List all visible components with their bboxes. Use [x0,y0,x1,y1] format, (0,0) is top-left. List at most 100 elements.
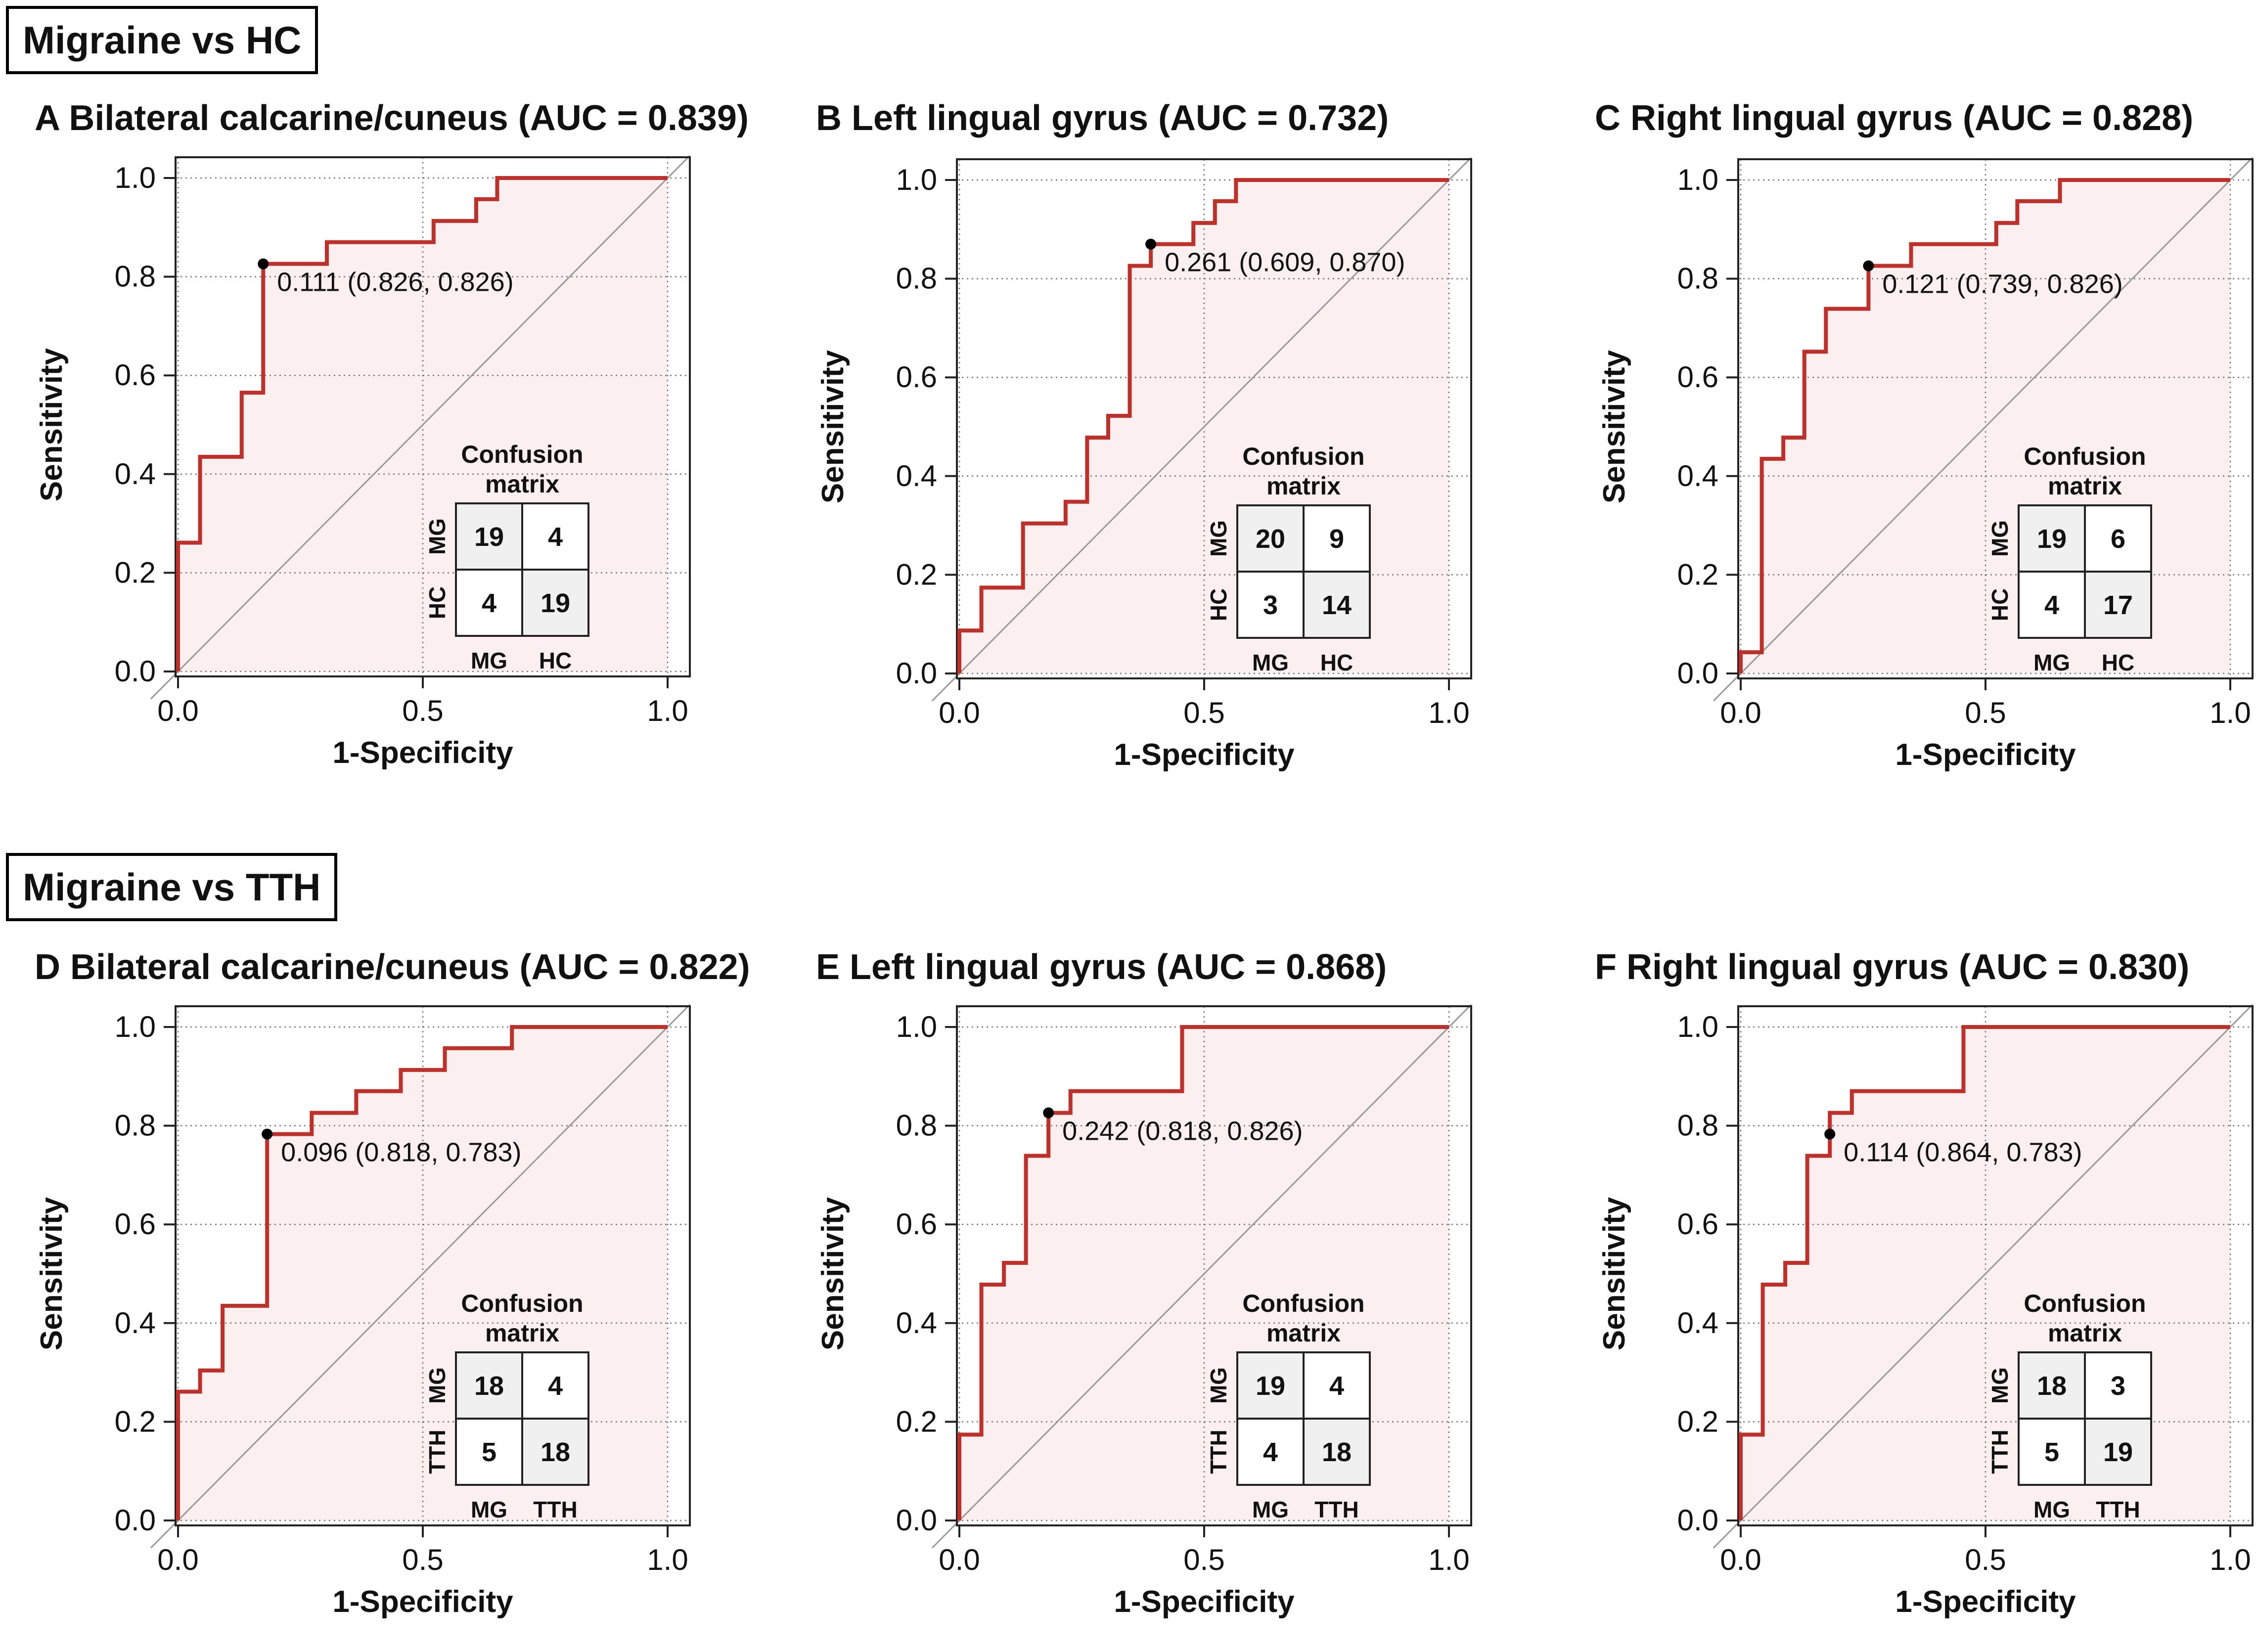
x-tick-label: 1.0 [647,1543,688,1576]
confusion-matrix-cell [1303,571,1371,639]
optimal-cutoff-point [262,1128,273,1140]
confusion-matrix-cell [2018,504,2086,573]
x-tick-label: 0.0 [1720,1543,1761,1576]
confusion-matrix-cell [1236,1351,1305,1420]
optimal-cutoff-point [1824,1128,1836,1140]
confusion-matrix-value: 4 [548,1371,563,1401]
chance-diagonal-line [150,155,691,700]
y-tick-label: 0.8 [1677,262,1718,295]
x-tick-label: 1.0 [1428,1543,1469,1576]
confusion-matrix-title: Confusion [1242,443,1364,470]
y-tick-label: 0.6 [1677,360,1718,394]
confusion-matrix-row-label: MG [424,1367,450,1404]
confusion-matrix-value: 4 [1263,1437,1278,1467]
confusion-matrix-col-label: TTH [533,1497,577,1522]
x-tick-label: 0.5 [1183,696,1224,729]
y-tick-label: 1.0 [115,1010,156,1043]
confusion-matrix-value: 19 [541,588,570,618]
x-tick-label: 0.5 [1965,696,2006,729]
x-tick-label: 0.5 [402,1543,443,1576]
roc-chart-f: 0.114 (0.864, 0.783) 0.0 0.5 1.0 1-Specifici… [1597,1004,2254,1619]
confusion-matrix-value: 3 [2111,1371,2125,1401]
confusion-matrix-cell [455,1418,523,1486]
y-tick-label: 0.2 [1677,558,1718,591]
y-tick-label: 0.2 [896,1405,937,1438]
y-tick-label: 0.8 [115,260,156,293]
chance-diagonal-line [1713,157,2254,702]
y-tick-label: 1.0 [896,163,937,196]
y-tick-label: 1.0 [896,1010,937,1043]
y-tick-label: 0.8 [896,1109,937,1142]
confusion-matrix-cell [2084,1418,2152,1486]
confusion-matrix-title: matrix [2048,472,2122,500]
optimal-cutoff-point [1043,1107,1054,1118]
confusion-matrix-value: 3 [1263,590,1278,620]
confusion-matrix-col-label: TTH [1314,1497,1358,1522]
y-tick-label: 0.4 [896,459,937,492]
confusion-matrix-value: 4 [482,588,496,618]
x-tick-label: 0.0 [939,696,980,729]
confusion-matrix-cell [2018,571,2086,639]
y-tick-label: 0.6 [896,1207,937,1241]
x-axis-label: 1-Specificity [1895,738,2076,772]
y-tick-label: 0.0 [115,1504,156,1537]
x-tick-label: 0.0 [157,694,198,727]
x-tick-label: 0.0 [157,1543,198,1576]
confusion-matrix-col-label: MG [1252,650,1289,675]
y-tick-label: 1.0 [1677,1010,1718,1043]
roc-chart-b: 0.261 (0.609, 0.870) 0.0 0.5 1.0 1-Specifici… [816,157,1472,772]
y-tick-label: 0.0 [1677,1504,1718,1537]
confusion-matrix-row-label: HC [1987,588,2013,621]
confusion-matrix-row-label: MG [1987,520,2013,557]
y-tick-label: 0.4 [896,1306,937,1339]
confusion-matrix-col-label: MG [2033,650,2070,675]
panel-title-d: D Bilateral calcarine/cuneus (AUC = 0.82… [35,947,750,987]
confusion-matrix-cell [521,1418,589,1486]
confusion-matrix-value: 17 [2103,590,2133,620]
confusion-matrix-col-label: MG [1252,1497,1289,1522]
confusion-matrix-title: matrix [485,1319,559,1347]
y-tick-label: 0.8 [115,1109,156,1142]
roc-chart-d: 0.096 (0.818, 0.783) 0.0 0.5 1.0 1-Specifici… [35,1004,691,1619]
panel-title-c: C Right lingual gyrus (AUC = 0.828) [1595,98,2194,138]
y-tick-label: 0.6 [115,1207,156,1241]
x-tick-label: 1.0 [2210,1543,2251,1576]
y-tick-label: 0.8 [896,262,937,295]
confusion-matrix-title: Confusion [461,441,583,468]
confusion-matrix-cell [1303,1418,1371,1486]
confusion-matrix-value: 18 [541,1437,570,1467]
confusion-matrix-value: 9 [1329,524,1344,554]
y-tick-label: 0.4 [1677,1306,1718,1339]
y-axis-label: Sensitivity [1597,350,1631,503]
panel-title-f: F Right lingual gyrus (AUC = 0.830) [1595,947,2190,987]
y-tick-label: 0.2 [1677,1405,1718,1438]
y-tick-label: 0.6 [896,360,937,394]
confusion-matrix-title: Confusion [2024,1290,2146,1317]
x-axis-label: 1-Specificity [1114,1585,1295,1619]
y-tick-label: 1.0 [115,161,156,194]
confusion-matrix-value: 18 [1322,1437,1352,1467]
plot-frame [956,1005,1472,1526]
x-axis-label: 1-Specificity [332,736,513,770]
x-tick-label: 0.5 [402,694,443,727]
confusion-matrix-title: Confusion [461,1290,583,1317]
confusion-matrix-row-label: TTH [1987,1429,2013,1473]
roc-curve-line [1739,1025,2230,1520]
confusion-matrix-value: 4 [1329,1371,1344,1401]
chance-diagonal-line [931,1004,1472,1549]
confusion-matrix-row-label: MG [1206,520,1231,557]
confusion-matrix-row-label: MG [1987,1367,2013,1404]
x-axis-label: 1-Specificity [1114,738,1295,772]
confusion-matrix-value: 18 [2037,1371,2067,1401]
cutoff-label: 0.114 (0.864, 0.783) [1844,1138,2082,1167]
roc-curve-line [1739,178,2230,673]
confusion-matrix-title: matrix [2048,1319,2122,1347]
cutoff-label: 0.096 (0.818, 0.783) [281,1138,521,1167]
confusion-matrix-row-label: HC [424,586,450,619]
confusion-matrix-title: matrix [1266,472,1341,500]
roc-curve-line [176,1025,668,1520]
chance-diagonal-line [150,1004,691,1549]
y-tick-label: 0.8 [1677,1109,1718,1142]
plot-frame [175,156,691,677]
y-tick-label: 1.0 [1677,163,1718,196]
